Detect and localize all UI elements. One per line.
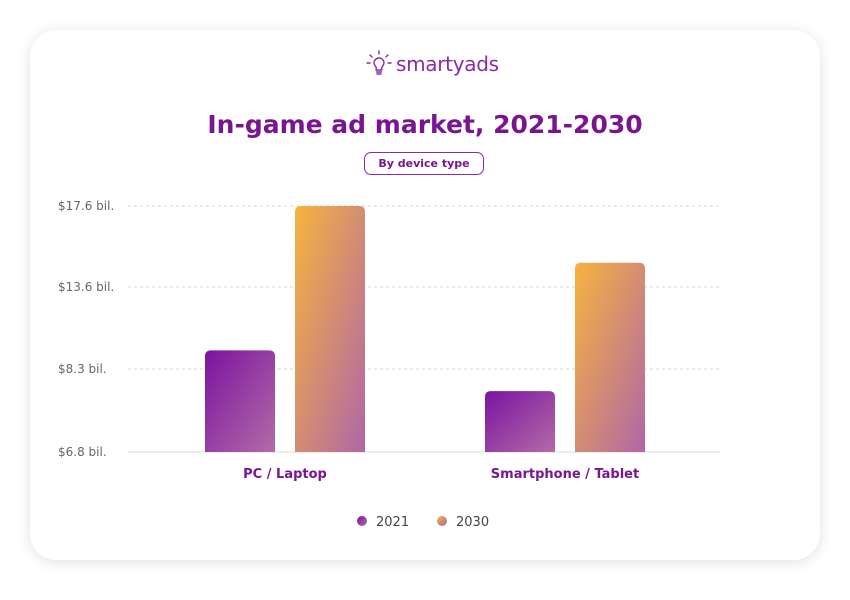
y-tick-label: $13.6 bil. <box>58 280 114 294</box>
y-tick-label: $6.8 bil. <box>58 445 107 459</box>
legend-marker <box>357 516 367 526</box>
chart-title: In-game ad market, 2021-2030 <box>207 110 643 139</box>
bar-2021 <box>485 391 555 452</box>
x-category-label: Smartphone / Tablet <box>491 467 639 482</box>
y-tick-label: $8.3 bil. <box>58 362 107 376</box>
bar-2030 <box>295 206 365 452</box>
x-category-label: PC / Laptop <box>243 467 327 482</box>
legend-marker <box>437 516 447 526</box>
logo-text: smartyads <box>396 52 499 76</box>
chart-card <box>30 30 820 560</box>
bar-2030 <box>575 262 645 452</box>
legend-label: 2030 <box>456 515 489 530</box>
subtitle-badge: By device type <box>364 152 484 175</box>
logo: smartyads <box>366 50 499 78</box>
y-tick-label: $17.6 bil. <box>58 199 114 213</box>
lightbulb-icon <box>366 50 392 75</box>
legend-label: 2021 <box>376 515 409 530</box>
bar-2021 <box>205 350 275 452</box>
